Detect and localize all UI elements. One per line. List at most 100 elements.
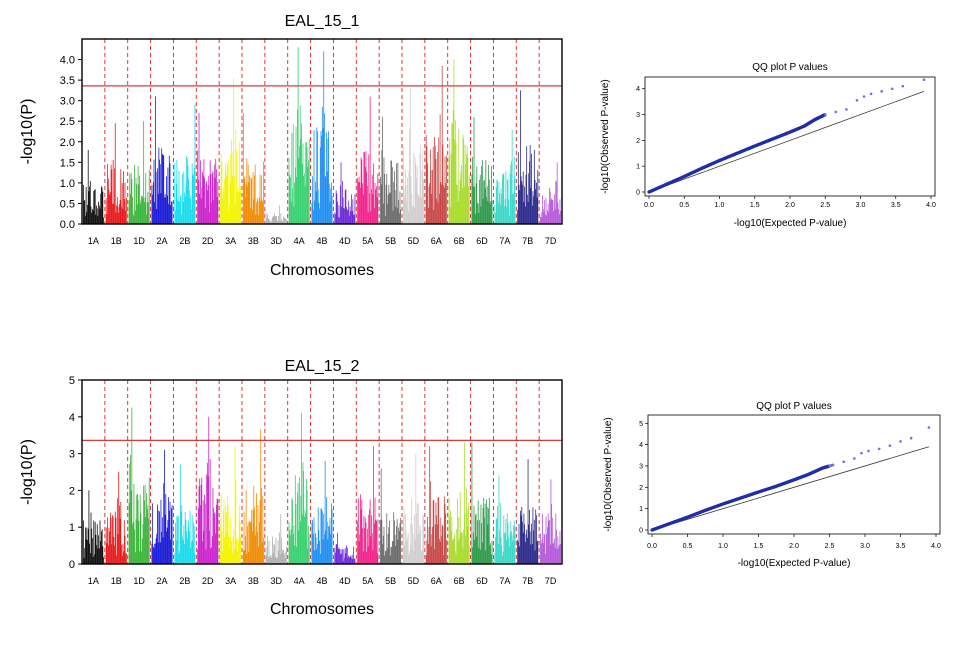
- qq-frame: [644, 76, 936, 197]
- x-axis-title: Chromosomes: [270, 601, 374, 618]
- qq-x-tick-label: 2.0: [789, 543, 799, 550]
- qq-point: [853, 457, 856, 460]
- chromosome-label: 4A: [294, 576, 305, 586]
- chromosome-label: 7A: [499, 236, 510, 246]
- chromosome-label: 7D: [545, 576, 557, 586]
- qq-point: [867, 449, 870, 453]
- qq-x-tick-label: 2.0: [785, 202, 795, 209]
- qq-point: [862, 95, 866, 98]
- chromosome-markers-7a: [494, 475, 516, 564]
- y-axis-title: -log10(P): [19, 439, 36, 505]
- y-tick-label: 1.0: [60, 178, 75, 190]
- y-tick-label: 1: [69, 522, 75, 534]
- qq-title: QQ plot P values: [752, 62, 827, 73]
- chromosome-label: 1B: [111, 576, 122, 586]
- chromosome-markers-5a: [357, 96, 379, 224]
- chromosome-markers-1b: [105, 123, 127, 224]
- qq-y-tick-label: 2: [636, 138, 640, 145]
- chromosome-label: 4A: [294, 236, 305, 246]
- qq-reference-line: [651, 446, 930, 531]
- chromosome-markers-5a: [357, 446, 379, 564]
- qq-point: [880, 90, 883, 93]
- qq-point: [927, 426, 931, 429]
- qq-point: [834, 110, 838, 114]
- chromosome-markers-3b: [242, 429, 264, 564]
- qq-x-tick-label: 1.0: [718, 543, 728, 550]
- plot-title: EAL_15_1: [285, 13, 360, 30]
- chromosome-label: 6A: [431, 236, 442, 246]
- manhattan-plot-2: EAL_15_2 1A 1B 1D 2A 2B 2D 3A 3B 3D 4A 4B 4D 5A 5B 5D 6A…: [19, 358, 563, 618]
- y-tick-label: 3.5: [60, 75, 75, 87]
- chromosome-label: 3D: [271, 236, 283, 246]
- qq-title: QQ plot P values: [756, 401, 831, 412]
- plot-title: EAL_15_2: [285, 358, 360, 375]
- qq-x-tick-label: 0.5: [683, 543, 693, 550]
- y-tick-label: 0: [69, 559, 75, 571]
- y-tick-label: 3.0: [60, 96, 75, 108]
- chromosome-label: 1D: [133, 576, 145, 586]
- chromosome-label: 2D: [202, 236, 214, 246]
- qq-x-tick-label: 3.0: [860, 543, 870, 550]
- chromosome-markers-1b: [105, 472, 127, 564]
- y-tick-label: 0.5: [60, 198, 75, 210]
- qq-reference-line: [648, 90, 925, 193]
- chromosome-label: 2A: [156, 576, 167, 586]
- qq-point: [909, 436, 913, 440]
- chromosome-markers-4d: [334, 162, 356, 224]
- chromosome-markers-1a: [82, 490, 104, 564]
- chromosome-label: 3B: [248, 236, 259, 246]
- y-tick-label: 0.0: [60, 219, 75, 231]
- qq-x-tick-label: 4.0: [926, 202, 936, 209]
- chromosome-markers-2d: [197, 416, 219, 564]
- qq-x-tick-label: 2.5: [825, 543, 835, 550]
- qq-point: [888, 444, 892, 447]
- chromosome-label: 6D: [476, 236, 488, 246]
- chromosome-markers-6b: [448, 442, 470, 564]
- qq-x-tick-label: 1.0: [715, 202, 725, 209]
- chromosome-label: 2B: [179, 576, 190, 586]
- qq-x-tick-label: 0.0: [647, 543, 657, 550]
- chromosome-label: 5B: [385, 576, 396, 586]
- qq-y-tick-label: 3: [639, 463, 643, 470]
- chromosome-label: 7A: [499, 576, 510, 586]
- chromosome-markers-2d: [197, 113, 219, 224]
- qq-point: [842, 460, 845, 463]
- chromosome-label: 7B: [522, 236, 533, 246]
- chromosome-markers-2b: [174, 464, 196, 564]
- chromosome-label: 6A: [431, 576, 442, 586]
- qq-y-tick-label: 0: [639, 528, 643, 535]
- chromosome-markers-4b: [311, 51, 333, 224]
- chromosome-markers-1a: [82, 150, 104, 224]
- chromosome-label: 2B: [179, 236, 190, 246]
- chromosome-label: 1A: [88, 576, 99, 586]
- chromosome-label: 6B: [454, 576, 465, 586]
- chromosome-markers-7d: [540, 479, 562, 564]
- chromosome-label: 5A: [362, 236, 373, 246]
- chromosome-label: 5B: [385, 236, 396, 246]
- chromosome-label: 4D: [339, 576, 351, 586]
- chromosome-markers-1d: [128, 407, 150, 564]
- qq-y-tick-label: 5: [639, 421, 643, 428]
- chromosome-markers-1d: [128, 121, 150, 224]
- qq-x-axis-title: -log10(Expected P-value): [734, 218, 847, 229]
- chromosome-label: 2A: [156, 236, 167, 246]
- chromosome-label: 5D: [408, 236, 420, 246]
- x-axis-title: Chromosomes: [270, 262, 374, 279]
- chromosome-label: 1D: [133, 236, 145, 246]
- qq-y-axis-title: -log10(Observed P-value): [600, 79, 611, 194]
- chromosome-markers-7b: [517, 459, 539, 564]
- qq-point: [831, 463, 835, 467]
- chromosome-label: 6D: [476, 576, 488, 586]
- chromosome-markers-4b: [311, 460, 333, 564]
- chromosome-markers-7b: [517, 90, 539, 224]
- y-tick-label: 3: [69, 449, 75, 461]
- chromosome-markers-7d: [540, 162, 562, 224]
- qq-x-tick-label: 1.5: [750, 202, 760, 209]
- qq-y-tick-label: 3: [636, 112, 640, 119]
- qq-y-tick-label: 2: [639, 485, 643, 492]
- qq-x-tick-label: 0.5: [679, 202, 689, 209]
- chromosome-markers-2b: [174, 104, 196, 224]
- qq-x-tick-label: 1.5: [754, 543, 764, 550]
- chromosome-label: 5D: [408, 576, 420, 586]
- y-tick-label: 1.5: [60, 157, 75, 169]
